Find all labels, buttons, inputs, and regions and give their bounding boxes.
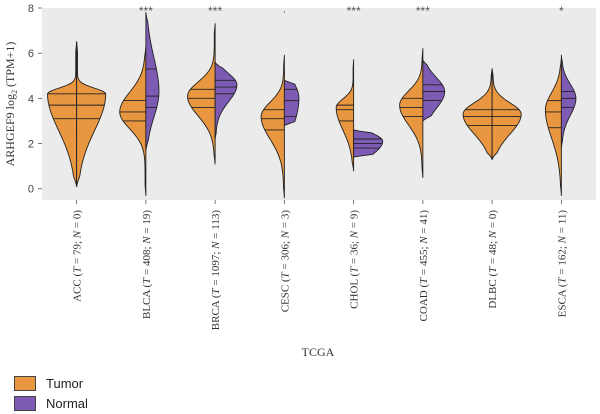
- y-axis-title: ARHGEF9 log2 (TPM+1): [3, 42, 19, 167]
- violin-tumor-coad: [399, 48, 424, 179]
- violin-tumor-dlbc: [491, 68, 522, 160]
- violin-tumor-brca: [187, 23, 216, 165]
- significance-label: ***: [208, 4, 222, 18]
- violin-tumor-acc: [76, 41, 107, 188]
- violin-tumor-chol: [335, 59, 355, 172]
- significance-label: ·: [282, 4, 286, 18]
- significance-label: ***: [139, 4, 153, 18]
- y-axis-title-tail: (TPM+1): [3, 42, 17, 90]
- legend-swatch-normal: [14, 395, 36, 411]
- significance-label: ***: [347, 4, 361, 18]
- y-tick-label: 0: [28, 184, 34, 196]
- y-axis-title-main: ARHGEF9 log: [3, 94, 17, 166]
- violin-normal-blca: [145, 11, 160, 152]
- x-tick-label-acc: ACC (T = 79; N = 0): [72, 210, 84, 302]
- x-tick-label-blca: BLCA (T = 408; N = 19): [141, 210, 153, 319]
- significance-label: ***: [416, 4, 430, 18]
- legend-item-normal: Normal: [14, 395, 88, 411]
- violin-tumor-esca: [544, 56, 562, 197]
- x-tick-label-chol: CHOL (T = 36; N = 9): [349, 210, 361, 309]
- x-axis-title: TCGA: [302, 345, 335, 359]
- y-tick-label: 4: [28, 93, 34, 105]
- y-axis: 0 2 4 6 8: [28, 3, 42, 196]
- violin-layer: [47, 11, 577, 199]
- y-tick-label: 6: [28, 48, 34, 60]
- x-tick-label-coad: COAD (T = 455; N = 41): [418, 210, 430, 322]
- violin-tumor-cesc: [260, 54, 285, 199]
- y-axis-title-subscript: 2: [10, 90, 19, 94]
- x-tick-label-cesc: CESC (T = 306; N = 3): [279, 210, 291, 313]
- legend-label-normal: Normal: [46, 395, 88, 411]
- x-axis: ACC (T = 79; N = 0) BLCA (T = 408; N = 19…: [72, 200, 568, 331]
- violin-normal-cesc: [283, 79, 300, 126]
- legend-label-tumor: Tumor: [46, 375, 84, 391]
- significance-layer: *** *** · *** *** *: [139, 4, 564, 18]
- x-tick-label-dlbc: DLBC (T = 48; N = 0): [487, 210, 499, 309]
- significance-label: *: [559, 4, 564, 18]
- legend-swatch-tumor: [14, 375, 36, 391]
- violin-normal-coad: [422, 59, 446, 122]
- violin-normal-brca: [214, 61, 238, 140]
- y-tick-label: 2: [28, 139, 34, 151]
- x-tick-label-esca: ESCA (T = 162; N = 11): [556, 210, 568, 318]
- violin-tumor-dlbc: [462, 68, 493, 160]
- violin-tumor-acc: [47, 41, 78, 188]
- y-tick-label: 8: [28, 3, 34, 15]
- x-tick-label-brca: BRCA (T = 1097; N = 113): [210, 210, 222, 331]
- violin-normal-esca: [560, 54, 577, 149]
- legend-item-tumor: Tumor: [14, 375, 83, 391]
